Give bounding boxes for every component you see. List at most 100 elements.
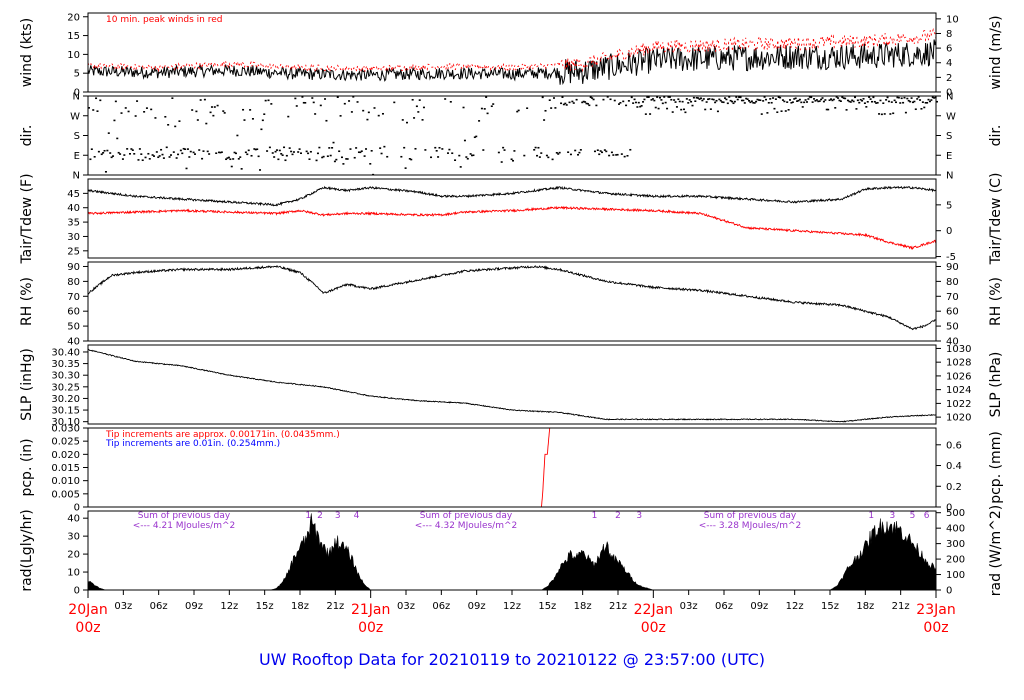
dir-point xyxy=(780,110,783,112)
dir-point xyxy=(236,134,239,137)
dir-point xyxy=(157,156,160,159)
dir-point xyxy=(658,96,661,99)
dir-point xyxy=(616,153,619,156)
ytick-label-rad: 20 xyxy=(67,550,80,561)
dir-point xyxy=(831,99,834,102)
dir-point xyxy=(201,157,204,160)
xtick-label: 18z xyxy=(574,601,592,612)
dir-point xyxy=(577,153,580,156)
dir-point xyxy=(141,159,144,162)
dir-point xyxy=(694,100,697,102)
dir-point xyxy=(321,156,324,159)
ytick-label-dir: W xyxy=(70,111,80,122)
rtick-label-dir: N xyxy=(946,92,953,103)
ytick-label-rad: 10 xyxy=(67,568,80,579)
day-label: 20Jan xyxy=(68,602,107,618)
dir-point xyxy=(104,170,107,173)
dir-point xyxy=(127,110,130,113)
dir-point xyxy=(130,148,133,150)
dir-point xyxy=(150,108,153,111)
dir-point xyxy=(656,96,659,98)
dir-point xyxy=(640,105,643,107)
dir-point xyxy=(919,99,922,101)
xtick-label: 12z xyxy=(786,601,804,612)
dir-point xyxy=(155,151,158,153)
dir-point xyxy=(271,152,274,154)
dir-point xyxy=(794,97,797,100)
dir-point xyxy=(815,99,818,101)
dir-point xyxy=(270,103,273,105)
dir-point xyxy=(128,153,131,155)
dir-point xyxy=(408,157,411,160)
dir-point xyxy=(308,158,311,161)
dir-point xyxy=(435,150,438,152)
dir-point xyxy=(502,146,505,149)
dir-point xyxy=(137,159,140,161)
dir-point xyxy=(697,97,700,99)
dir-point xyxy=(728,96,731,98)
dir-point xyxy=(186,148,189,150)
dir-point xyxy=(677,98,680,101)
dir-point xyxy=(646,96,649,98)
dir-point xyxy=(100,153,103,156)
dir-point xyxy=(335,158,338,161)
ytick-label-wind: 10 xyxy=(67,50,80,61)
dir-point xyxy=(268,146,271,149)
xtick-label: 15z xyxy=(821,601,839,612)
dir-point xyxy=(603,149,606,151)
panel-frame-temp xyxy=(87,178,937,259)
ytick-label-dir: N xyxy=(73,171,80,182)
dir-point xyxy=(807,98,810,100)
rad-marker: 1 xyxy=(592,511,598,521)
rtick-label-rh: 90 xyxy=(946,262,959,273)
dir-point xyxy=(678,100,681,103)
dir-point xyxy=(552,97,555,99)
rad-marker: 2 xyxy=(317,511,323,521)
dir-point xyxy=(523,154,526,157)
dir-point xyxy=(251,118,254,120)
dir-point xyxy=(328,147,331,149)
dir-point xyxy=(383,145,386,148)
dir-point xyxy=(373,107,376,109)
dir-point xyxy=(318,146,321,149)
dir-point xyxy=(381,112,384,115)
dir-point xyxy=(582,100,585,103)
xtick-label: 15z xyxy=(256,601,274,612)
dir-point xyxy=(828,99,831,101)
rtick-label-rad: 100 xyxy=(946,570,965,581)
dir-point xyxy=(161,153,164,156)
dir-point xyxy=(242,108,245,111)
dir-point xyxy=(210,106,213,108)
dir-point xyxy=(379,147,382,149)
dir-point xyxy=(536,154,539,157)
dir-point xyxy=(274,150,277,153)
dir-point xyxy=(134,115,137,117)
dir-point xyxy=(315,159,318,162)
ytick-label-wind: 5 xyxy=(74,69,80,80)
xtick-label: 06z xyxy=(150,601,168,612)
dir-point xyxy=(684,111,687,114)
dir-point xyxy=(169,154,172,156)
dir-point xyxy=(336,96,339,98)
dir-point xyxy=(579,149,582,151)
dir-point xyxy=(650,99,653,101)
ylabel-slp: SLP (inHg) xyxy=(19,348,35,421)
dir-point xyxy=(329,154,332,157)
dir-point xyxy=(360,150,363,153)
series-line-temp xyxy=(88,185,937,207)
rtick-label-dir: N xyxy=(946,171,953,182)
ytick-label-pcp: 0.030 xyxy=(51,424,80,435)
rtick-label-rad: 300 xyxy=(946,539,965,550)
dir-point xyxy=(841,96,844,98)
dir-point xyxy=(709,108,712,110)
dir-point xyxy=(277,158,280,161)
dir-point xyxy=(400,155,403,158)
dir-point xyxy=(90,148,93,151)
dir-point xyxy=(917,96,920,98)
ytick-label-slp: 30.10 xyxy=(51,417,80,428)
xtick-label: 18z xyxy=(291,601,309,612)
dir-point xyxy=(463,139,466,142)
dir-point xyxy=(714,101,717,104)
dir-point xyxy=(305,150,308,153)
panel-temp: Tair/Tdew (F) Tair/Tdew (C) 25 30 35 40 45 -5 0 5 xyxy=(19,173,1004,266)
